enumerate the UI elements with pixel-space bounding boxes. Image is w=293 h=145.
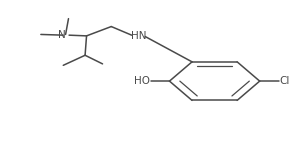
Text: HN: HN [131,31,147,41]
Text: HO: HO [134,76,150,86]
Text: Cl: Cl [279,76,289,86]
Text: N: N [58,30,66,40]
